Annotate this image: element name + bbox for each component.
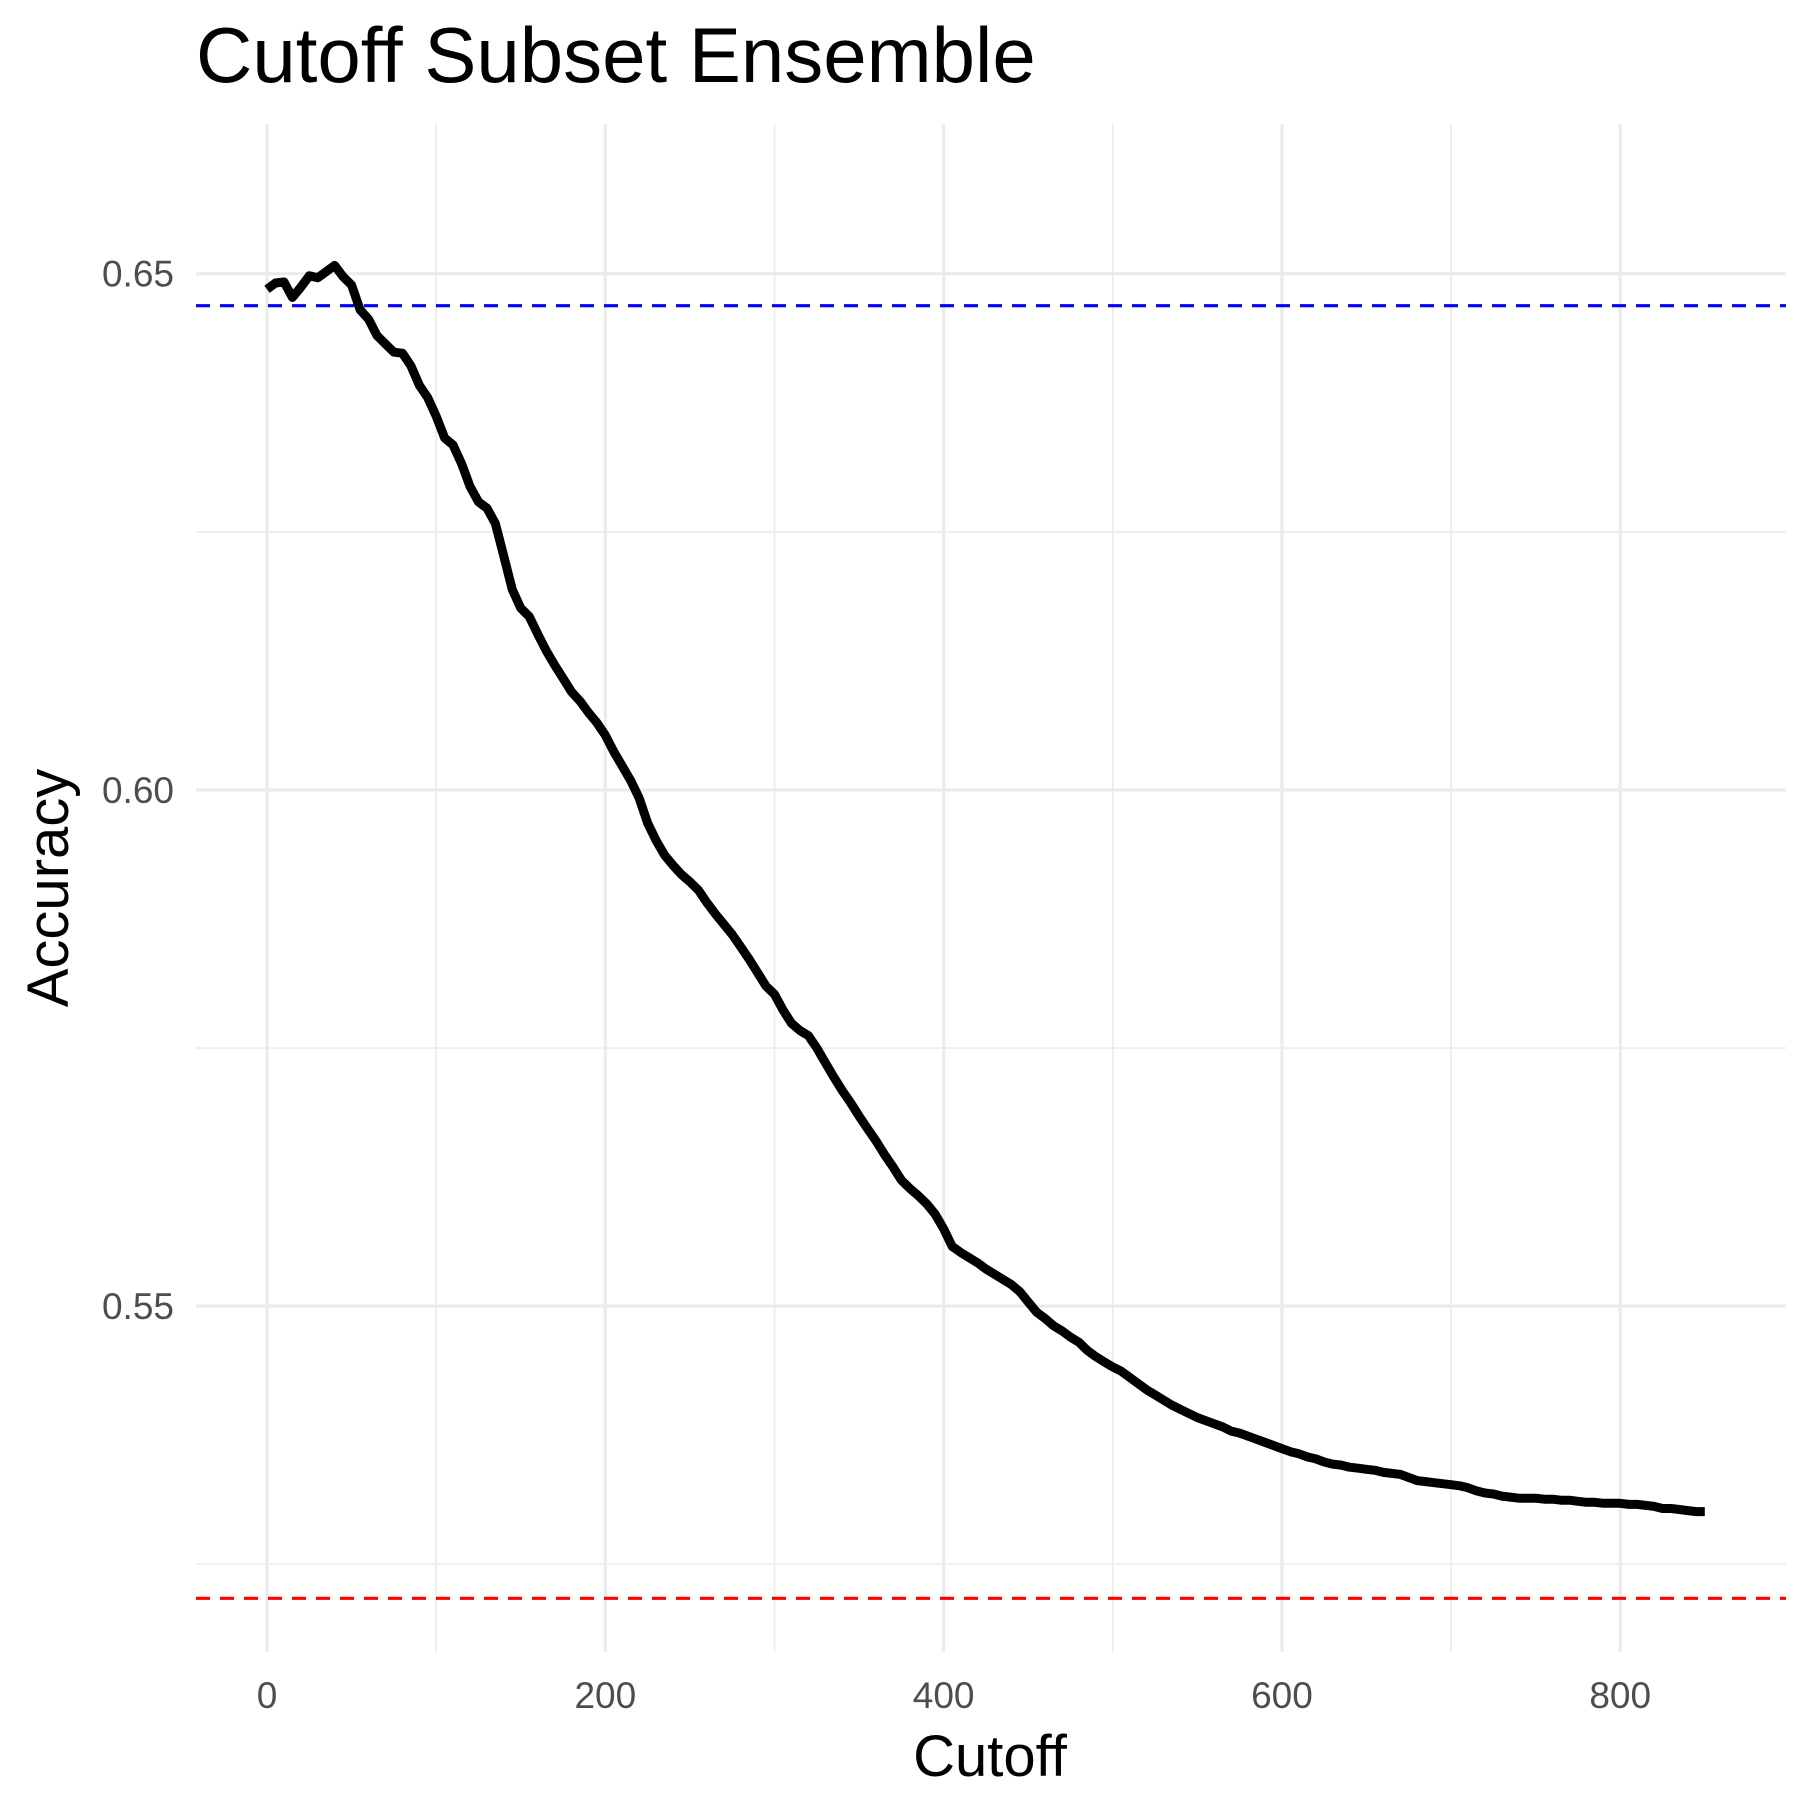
series-line-1	[264, 260, 1705, 1517]
x-tick-label: 600	[1251, 1675, 1313, 1716]
chart-title: Cutoff Subset Ensemble	[196, 11, 1036, 99]
series-layer	[264, 260, 1705, 1517]
x-axis-title: Cutoff	[913, 1724, 1068, 1789]
reference-lines	[196, 304, 1786, 1600]
y-axis-ticks: 0.55 0.60 0.65	[102, 254, 174, 1327]
y-tick-label: 0.65	[102, 254, 174, 295]
y-axis-title: Accuracy	[16, 769, 81, 1008]
y-tick-label: 0.55	[102, 1286, 174, 1327]
grid-layer	[196, 124, 1786, 1652]
y-tick-label: 0.60	[102, 770, 174, 811]
x-tick-label: 400	[913, 1675, 975, 1716]
x-tick-label: 800	[1589, 1675, 1651, 1716]
x-tick-label: 0	[257, 1675, 278, 1716]
x-axis-ticks: 0 200 400 600 800	[257, 1675, 1651, 1716]
x-tick-label: 200	[574, 1675, 636, 1716]
